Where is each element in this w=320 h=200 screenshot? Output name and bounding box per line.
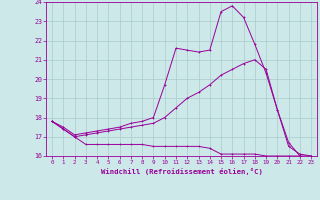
X-axis label: Windchill (Refroidissement éolien,°C): Windchill (Refroidissement éolien,°C) — [101, 168, 262, 175]
